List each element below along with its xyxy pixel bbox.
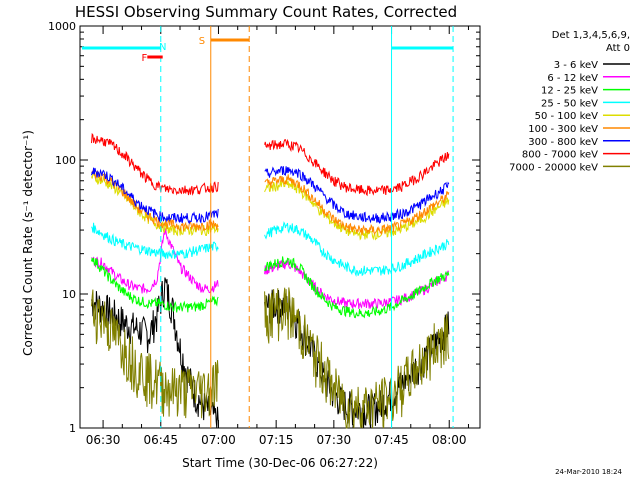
series-line-a <box>91 132 219 196</box>
legend-header-line2: Att 0 <box>606 43 630 54</box>
x-axis-label: Start Time (30-Dec-06 06:27:22) <box>182 456 378 470</box>
x-tick-label: 06:45 <box>143 433 178 447</box>
y-tick-label: 100 <box>55 154 76 167</box>
series-line-b <box>264 221 450 277</box>
x-tick-label: 06:30 <box>86 433 121 447</box>
x-tick-label: 08:00 <box>432 433 467 447</box>
x-tick-label: 07:45 <box>374 433 409 447</box>
series-line-a <box>91 257 219 313</box>
series-line-a <box>91 228 219 295</box>
series-line-b <box>264 287 450 429</box>
legend-label: 50 - 100 keV <box>535 111 599 122</box>
x-tick-label: 07:30 <box>317 433 352 447</box>
series-line-b <box>264 256 450 319</box>
legend-label: 100 - 300 keV <box>528 124 598 135</box>
legend-label: 300 - 800 keV <box>528 137 598 148</box>
series-line-a <box>91 277 219 429</box>
series-line-a <box>91 169 219 232</box>
footer-date: 24-Mar-2010 18:24 <box>555 468 622 476</box>
legend-label: 800 - 7000 keV <box>522 150 598 161</box>
annotation-f: F <box>141 53 147 64</box>
overlay-layer: N F S <box>82 26 454 428</box>
legend-label: 12 - 25 keV <box>541 86 598 97</box>
annotation-s: S <box>199 36 205 47</box>
series-line-a <box>91 289 219 419</box>
y-tick-label: 1 <box>69 422 76 435</box>
y-axis-label: Corrected Count Rate (s⁻¹ detector⁻¹) <box>21 130 35 356</box>
annotation-n: N <box>159 42 166 53</box>
grid-layer: 1 10 100 1000 06:30 06:45 07:00 07:15 07:30 07:45… <box>48 20 480 447</box>
legend-label: 7000 - 20000 keV <box>509 162 598 173</box>
plot-area <box>79 25 481 429</box>
legend-header-line1: Det 1,3,4,5,6,9, <box>552 30 630 41</box>
series-line-b <box>264 174 450 236</box>
series-layer <box>91 132 450 429</box>
y-tick-label: 1000 <box>48 20 76 33</box>
series-line-a <box>91 222 219 259</box>
y-tick-label: 10 <box>62 288 76 301</box>
legend-label: 6 - 12 keV <box>547 73 598 84</box>
x-tick-label: 07:00 <box>201 433 236 447</box>
x-tick-label: 07:15 <box>259 433 294 447</box>
series-line-b <box>264 138 450 197</box>
chart-title: HESSI Observing Summary Count Rates, Cor… <box>75 3 457 21</box>
series-line-a <box>91 167 219 225</box>
series-line-b <box>264 165 450 224</box>
legend-label: 3 - 6 keV <box>554 60 598 71</box>
legend-label: 25 - 50 keV <box>541 98 598 109</box>
plot-frame <box>79 25 481 429</box>
